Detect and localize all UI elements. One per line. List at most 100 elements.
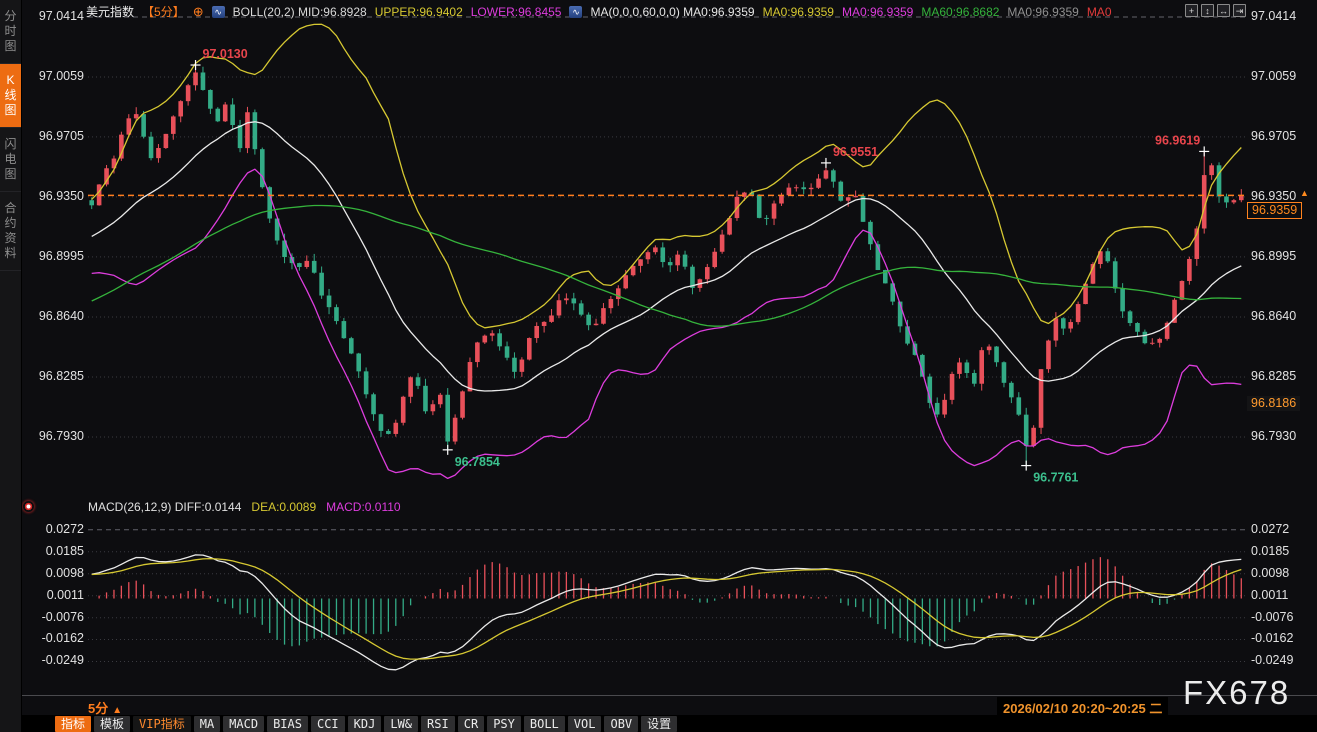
axis-tick-right: 0.0011 bbox=[1251, 587, 1289, 602]
axis-tick-right: 0.0272 bbox=[1251, 521, 1290, 536]
axis-tick-left: 97.0414 bbox=[38, 9, 84, 23]
ma0-gray-value: MA0:96.9359 bbox=[1007, 4, 1079, 19]
last-price-tag: 96.9359 bbox=[1247, 202, 1303, 220]
tab-MACD[interactable]: MACD bbox=[223, 715, 265, 732]
sidebar-item-2[interactable]: 闪电图 bbox=[0, 128, 21, 192]
axis-tick-left: 96.8995 bbox=[38, 248, 84, 263]
tab-MA[interactable]: MA bbox=[193, 715, 221, 732]
ma60-value: MA60:96.8682 bbox=[921, 4, 1000, 19]
symbol-title: 美元指数 bbox=[86, 5, 135, 19]
macd-header-segment: MACD(26,12,9) DIFF:0.0144 bbox=[88, 500, 242, 514]
live-indicator-icon[interactable] bbox=[23, 501, 34, 512]
axis-tick-right: 96.9705 bbox=[1251, 128, 1297, 143]
axis-tick-left: 96.9705 bbox=[38, 128, 84, 143]
pan-right-icon[interactable]: ⇥ bbox=[1233, 4, 1246, 17]
brand-watermark: FX678 bbox=[1183, 674, 1291, 711]
tab-PSY[interactable]: PSY bbox=[487, 715, 521, 732]
boll-mid-value: BOLL(20,2) MID:96.8928 bbox=[232, 4, 367, 19]
period-selector[interactable]: 5分 ▲ bbox=[88, 701, 123, 716]
axis-tick-right: 0.0185 bbox=[1251, 543, 1290, 558]
tab-OBV[interactable]: OBV bbox=[604, 715, 639, 732]
axis-tick-left: 96.7930 bbox=[38, 429, 84, 443]
axis-tick-right: 96.8285 bbox=[1251, 368, 1297, 383]
price-annotations: 97.0130 96.9551 96.9619 96.7854 96.7761 bbox=[190, 47, 1210, 485]
gridlines bbox=[22, 16, 1317, 696]
axis-tick-left: -0.0249 bbox=[41, 653, 84, 668]
axis-tick-left: -0.0076 bbox=[41, 609, 84, 624]
axis-tick-right: 96.9350 bbox=[1251, 188, 1297, 203]
ma0-yellow-value: MA0:96.9359 bbox=[762, 4, 834, 19]
axis-tick-right: 97.0059 bbox=[1251, 69, 1297, 84]
tab-VIP指标[interactable]: VIP指标 bbox=[133, 715, 191, 732]
mini-chart-icon[interactable]: ∿ bbox=[211, 5, 225, 18]
crosshair-icon[interactable]: + bbox=[1185, 4, 1198, 17]
axis-tick-left: 0.0272 bbox=[45, 521, 84, 536]
axis-tick-left: 0.0011 bbox=[46, 587, 84, 602]
axis-tick-left: 0.0185 bbox=[45, 543, 84, 558]
sidebar-item-0[interactable]: 分时图 bbox=[0, 0, 21, 64]
secondary-price-tag: 96.8186 bbox=[1247, 395, 1301, 411]
tab-CCI[interactable]: CCI bbox=[310, 715, 345, 732]
axis-tick-right: -0.0076 bbox=[1251, 609, 1294, 624]
boll-mid-line bbox=[91, 121, 1242, 392]
axis-tick-left: 0.0098 bbox=[45, 565, 84, 580]
ma0-magenta-value: MA0:96.9359 bbox=[841, 4, 914, 19]
candles-layer bbox=[89, 65, 1244, 466]
tab-指标[interactable]: 指标 bbox=[55, 715, 92, 732]
ma-params-value: MA(0,0,0,60,0,0) MA0:96.9359 bbox=[590, 4, 755, 19]
ma0-red-label: MA0 bbox=[1086, 4, 1112, 19]
svg-text:96.7854: 96.7854 bbox=[455, 455, 500, 469]
tab-VOL[interactable]: VOL bbox=[567, 715, 602, 732]
last-price-arrow-icon: ▲ bbox=[1300, 188, 1309, 199]
macd-header-segment: DEA:0.0089 bbox=[251, 500, 317, 514]
tab-BOLL[interactable]: BOLL bbox=[523, 715, 565, 732]
macd-diff-line bbox=[91, 554, 1242, 671]
axis-tick-right: 96.7930 bbox=[1251, 429, 1297, 443]
triangle-up-icon: ▲ bbox=[112, 705, 123, 716]
macd-header-segment: MACD:0.0110 bbox=[326, 500, 401, 514]
scale-horizontal-icon[interactable]: ↔ bbox=[1217, 4, 1230, 17]
tab-BIAS[interactable]: BIAS bbox=[267, 715, 308, 732]
axis-tick-right: 97.0414 bbox=[1251, 9, 1297, 23]
macd-dea-line bbox=[91, 557, 1242, 660]
sidebar-item-3[interactable]: 合约资料 bbox=[0, 192, 21, 271]
axis-tick-left: 97.0059 bbox=[38, 69, 84, 84]
axis-tick-left: -0.0162 bbox=[41, 631, 84, 646]
svg-text:97.0130: 97.0130 bbox=[203, 47, 248, 61]
boll-upper-line bbox=[91, 23, 1242, 329]
tab-设置[interactable]: 设置 bbox=[641, 715, 678, 732]
axis-tick-right: 0.0098 bbox=[1251, 565, 1290, 580]
axis-tick-left: 96.8285 bbox=[38, 368, 84, 383]
ma60-line bbox=[91, 204, 1242, 327]
boll-upper-value: UPPER:96.9402 bbox=[374, 4, 463, 19]
scale-vertical-icon[interactable]: ↕ bbox=[1201, 4, 1214, 17]
macd-histogram bbox=[98, 557, 1242, 647]
circle-plus-icon[interactable]: ⊕ bbox=[192, 3, 204, 19]
macd-header: MACD(26,12,9) DIFF:0.0144 DEA:0.0089 MACD:… bbox=[88, 500, 401, 514]
tab-LW&[interactable]: LW& bbox=[384, 715, 419, 732]
boll-lower-line bbox=[91, 168, 1242, 480]
tab-RSI[interactable]: RSI bbox=[421, 715, 455, 732]
svg-text:96.9619: 96.9619 bbox=[1155, 133, 1200, 147]
svg-text:96.7761: 96.7761 bbox=[1033, 471, 1078, 485]
chart-toolbar-icons: + ↕ ↔ ⇥ bbox=[1185, 4, 1246, 17]
axis-tick-right: -0.0249 bbox=[1251, 653, 1294, 668]
axis-tick-right: 96.8995 bbox=[1251, 248, 1297, 263]
tab-CR[interactable]: CR bbox=[457, 715, 485, 732]
axis-tick-right: 96.8640 bbox=[1251, 308, 1297, 323]
axis-tick-right: -0.0162 bbox=[1251, 631, 1294, 646]
interval-label: 【5分】 bbox=[142, 5, 185, 19]
svg-text:96.9551: 96.9551 bbox=[833, 145, 878, 159]
axis-tick-left: 96.9350 bbox=[38, 188, 84, 203]
mini-chart-icon[interactable]: ∿ bbox=[569, 5, 583, 18]
axis-tick-left: 96.8640 bbox=[38, 308, 84, 323]
indicator-tab-bar: 指标 模板 VIP指标 MA MACD BIAS CCI KDJ LW& RSI CR PSY BOLL… bbox=[22, 715, 1317, 732]
boll-lower-value: LOWER:96.8455 bbox=[470, 4, 562, 19]
tab-KDJ[interactable]: KDJ bbox=[347, 715, 382, 732]
tab-模板[interactable]: 模板 bbox=[94, 715, 131, 732]
indicator-header: 美元指数 【5分】 ⊕ ∿ BOLL(20,2) MID:96.8928 UPPER:96… bbox=[86, 3, 1112, 20]
